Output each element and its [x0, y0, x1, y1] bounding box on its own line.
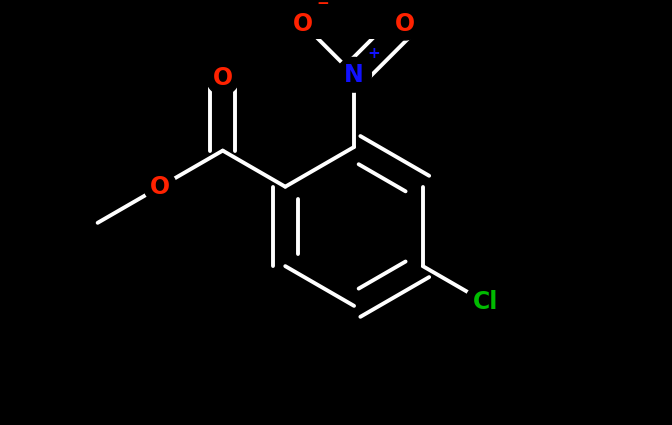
Text: Cl: Cl	[472, 290, 498, 314]
Text: O: O	[395, 12, 415, 36]
Circle shape	[206, 62, 239, 95]
Circle shape	[287, 8, 319, 40]
Text: O: O	[293, 12, 313, 36]
Circle shape	[144, 170, 177, 203]
Text: −: −	[316, 0, 329, 11]
Text: N: N	[344, 63, 364, 87]
Text: O: O	[212, 66, 233, 91]
Circle shape	[337, 57, 372, 92]
Text: O: O	[150, 175, 170, 199]
Circle shape	[389, 8, 421, 40]
Text: +: +	[368, 46, 380, 61]
Circle shape	[466, 282, 505, 322]
